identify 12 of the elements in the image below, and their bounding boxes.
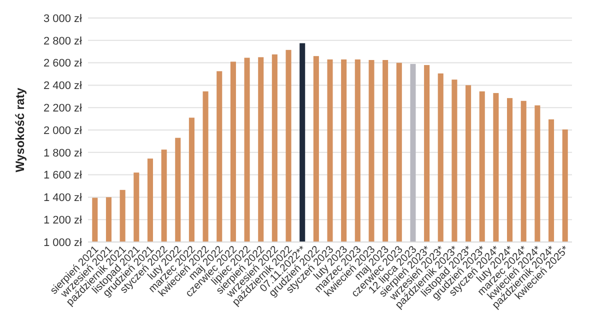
y-tick-label: 1 000 zł	[43, 236, 83, 249]
y-tick-label: 3 000 zł	[43, 12, 83, 25]
y-tick-label: 2 200 zł	[43, 102, 83, 114]
y-axis-title: Wysokość raty	[13, 87, 27, 172]
y-tick-label: 2 400 zł	[43, 80, 83, 92]
y-tick-label: 1 400 zł	[43, 192, 83, 204]
y-tick-label: 1 800 zł	[43, 147, 83, 160]
y-tick-label: 2 800 zł	[43, 35, 83, 48]
y-tick-label: 1 600 zł	[43, 170, 83, 182]
y-tick-label: 2 600 zł	[43, 58, 83, 70]
y-tick-label: 2 000 zł	[43, 124, 83, 137]
y-tick-label: 1 200 zł	[43, 214, 83, 226]
